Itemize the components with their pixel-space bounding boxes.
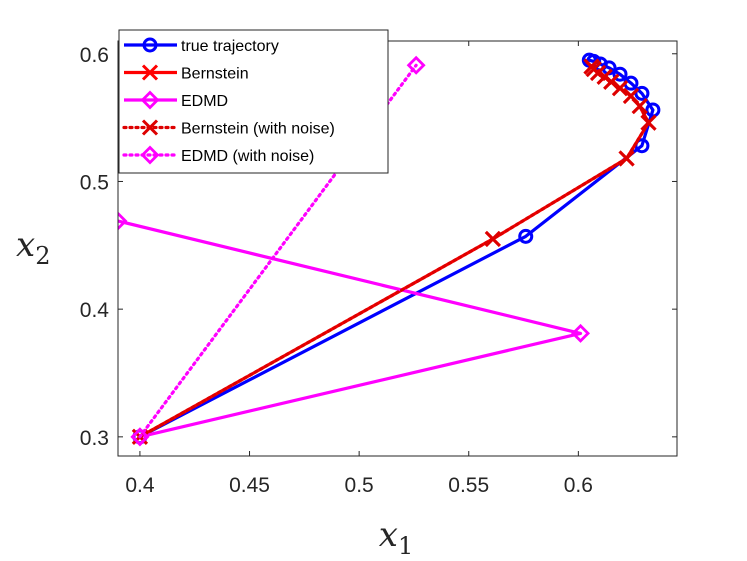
y-axis-label: x2 xyxy=(16,225,50,270)
data-point xyxy=(640,114,657,131)
legend-item: Bernstein xyxy=(124,64,249,83)
x-tick-label: 0.45 xyxy=(229,474,270,497)
y-axis-label-main: x xyxy=(16,225,35,265)
legend-label: EDMD (with noise) xyxy=(181,148,314,165)
data-point xyxy=(118,211,128,231)
legend-marker xyxy=(142,37,158,53)
legend-label: Bernstein (with noise) xyxy=(181,121,335,138)
data-point xyxy=(618,150,635,167)
y-tick-label: 0.5 xyxy=(80,171,109,194)
data-point xyxy=(612,66,628,82)
x-axis-label-main: x xyxy=(379,515,398,555)
x-axis-label-subscript: 1 xyxy=(398,532,413,560)
series-4 xyxy=(131,58,657,445)
legend-marker xyxy=(140,90,160,110)
data-point xyxy=(622,87,640,104)
data-point xyxy=(484,230,501,247)
legend-item: Bernstein (with noise) xyxy=(122,119,335,138)
data-point xyxy=(611,80,629,97)
legend-item: true trajectory xyxy=(124,37,279,55)
data-point xyxy=(645,102,661,118)
legend-item: EDMD (with noise) xyxy=(122,145,314,165)
legend: true trajectory Bernstein EDMD Bernstein (w… xyxy=(118,29,389,174)
x-tick-label: 0.6 xyxy=(564,474,593,497)
y-tick-label: 0.4 xyxy=(80,299,110,322)
plot-area-frame xyxy=(117,40,678,457)
data-point xyxy=(583,58,600,75)
data-point xyxy=(571,323,591,343)
legend-label: EDMD xyxy=(181,93,228,110)
legend-label: true trajectory xyxy=(181,38,279,55)
data-point xyxy=(130,427,150,447)
legend-item: EDMD xyxy=(124,90,228,110)
data-point xyxy=(518,228,534,244)
y-axis-label-subscript: 2 xyxy=(35,242,50,270)
legend-marker xyxy=(140,145,160,165)
y-tick-label: 0.6 xyxy=(80,44,109,67)
x-tick-label: 0.4 xyxy=(125,474,155,497)
legend-marker xyxy=(141,64,159,81)
data-point xyxy=(406,55,426,75)
y-tick-label: 0.3 xyxy=(80,427,109,450)
data-point xyxy=(634,85,650,101)
legend-label: Bernstein xyxy=(181,66,249,83)
x-tick-label: 0.55 xyxy=(448,474,489,497)
x-axis-label: x1 xyxy=(379,515,413,560)
legend-marker xyxy=(141,119,159,136)
x-tick-label: 0.5 xyxy=(345,474,374,497)
tick-layer: 0.4 0.45 0.5 0.55 0.6 0.3 0.4 0.5 0.6 xyxy=(80,41,677,497)
